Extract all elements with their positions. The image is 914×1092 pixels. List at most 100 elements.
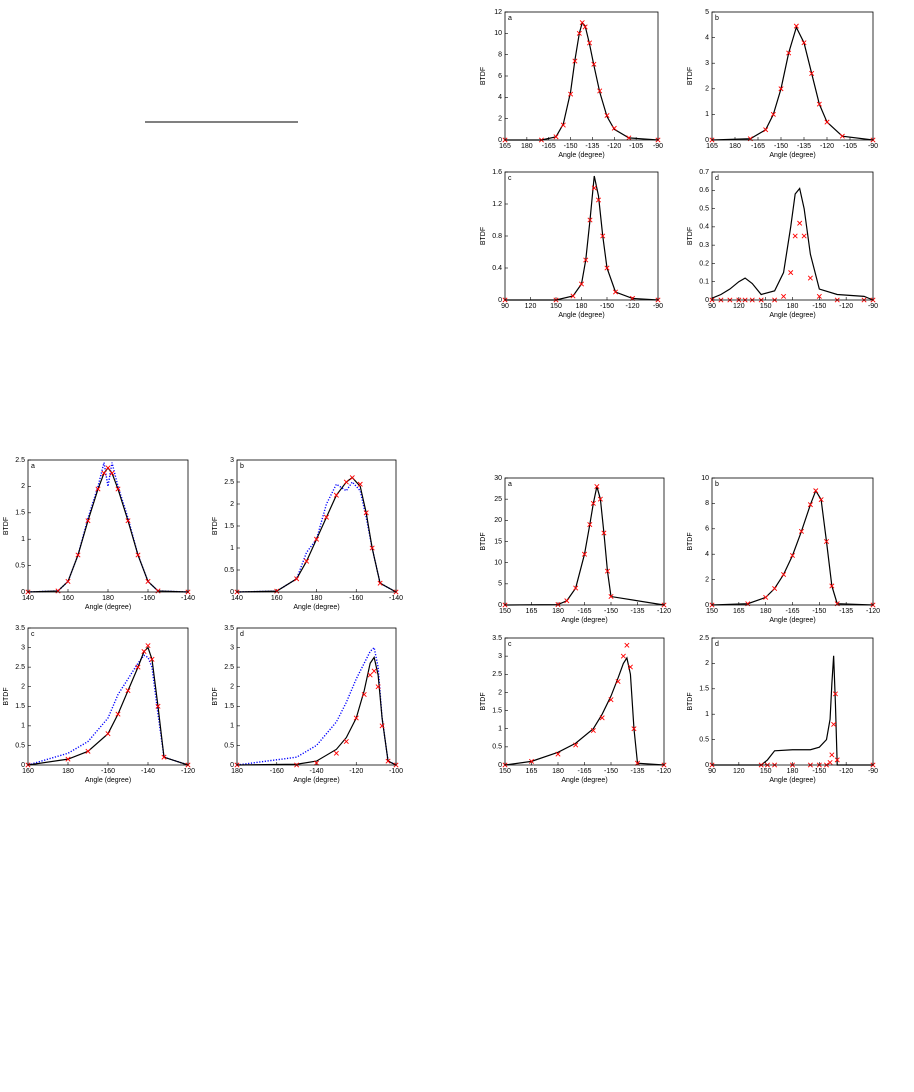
- data-point: [597, 496, 603, 502]
- x-tick-label: -135: [630, 768, 644, 775]
- y-tick-label: 5: [498, 581, 502, 588]
- data-point: [385, 758, 391, 764]
- panel-label: c: [508, 175, 512, 182]
- data-point: [555, 602, 561, 608]
- y-tick-label: 10: [494, 30, 502, 37]
- plot-area: [237, 628, 396, 765]
- y-tick-label: 2.5: [224, 664, 234, 671]
- data-point: [357, 481, 363, 487]
- data-point: [145, 643, 151, 649]
- y-tick-label: 15: [494, 538, 502, 545]
- x-tick-label: 160: [271, 595, 283, 602]
- y-tick-label: 0.2: [699, 260, 709, 267]
- y-tick-label: 0: [705, 297, 709, 304]
- x-tick-label: 90: [708, 303, 716, 310]
- x-tick-label: -150: [812, 768, 826, 775]
- x-tick-label: 120: [733, 303, 745, 310]
- data-point: [788, 270, 794, 276]
- y-tick-label: 0.7: [699, 169, 709, 176]
- y-axis-label: BTDF: [480, 692, 487, 710]
- data-point: [149, 656, 155, 662]
- plot-area: [712, 478, 873, 605]
- y-tick-label: 0: [498, 762, 502, 769]
- data-point: [343, 738, 349, 745]
- data-point: [333, 750, 339, 756]
- data-point: [626, 135, 632, 141]
- data-point: [101, 470, 107, 476]
- data-point: [816, 101, 822, 107]
- x-tick-label: -150: [564, 143, 578, 150]
- y-tick-label: 1.5: [224, 703, 234, 710]
- data-point: [813, 488, 819, 494]
- panel-label: c: [508, 641, 512, 648]
- data-point: [818, 497, 824, 503]
- data-point: [781, 293, 787, 299]
- x-axis-label: Angle (degree): [769, 777, 815, 784]
- x-axis-label: Angle (degree): [293, 777, 339, 784]
- plot-area: [505, 478, 664, 605]
- data-point: [371, 668, 377, 674]
- data-point: [135, 552, 141, 558]
- y-tick-label: 2: [498, 116, 502, 123]
- data-point: [573, 742, 579, 748]
- data-point: [604, 265, 610, 271]
- data-point: [578, 281, 585, 287]
- y-tick-label: 0: [498, 297, 502, 304]
- x-tick-label: -140: [389, 595, 403, 602]
- y-tick-label: 1: [498, 726, 502, 733]
- x-tick-label: 140: [22, 595, 34, 602]
- data-point: [763, 127, 769, 133]
- y-tick-label: 12: [494, 9, 502, 16]
- x-axis-label: Angle (degree): [558, 312, 604, 319]
- data-point: [582, 24, 588, 30]
- axes-frame: [27, 627, 189, 766]
- data-point: [65, 578, 71, 584]
- data-point: [573, 585, 579, 591]
- data-point: [807, 275, 813, 281]
- y-tick-label: 0.5: [224, 742, 234, 749]
- y-axis-label: BTDF: [687, 692, 694, 710]
- data-point: [781, 572, 787, 578]
- y-axis-label: BTDF: [212, 687, 219, 705]
- y-tick-label: 0.5: [224, 567, 234, 574]
- x-tick-label: -160: [349, 595, 363, 602]
- data-point: [572, 58, 578, 64]
- data-point: [624, 642, 630, 648]
- y-axis-label: BTDF: [687, 227, 694, 245]
- y-tick-label: 0: [230, 762, 234, 769]
- y-tick-label: 2.5: [224, 479, 234, 486]
- y-tick-label: 30: [494, 475, 502, 482]
- data-point: [313, 536, 320, 542]
- data-point: [560, 122, 566, 128]
- data-point: [604, 112, 610, 118]
- data-point: [581, 551, 588, 557]
- axes-frame: [236, 459, 397, 593]
- x-tick-label: -165: [542, 143, 556, 150]
- x-tick-label: -150: [774, 143, 788, 150]
- y-tick-label: 2: [21, 684, 25, 691]
- y-tick-label: 2.5: [699, 635, 709, 642]
- x-tick-label: -150: [604, 768, 618, 775]
- y-tick-label: 0.1: [699, 279, 709, 286]
- x-tick-label: -120: [349, 768, 363, 775]
- y-axis-label: BTDF: [687, 67, 694, 85]
- x-tick-label: 140: [231, 595, 243, 602]
- y-tick-label: 0.5: [699, 205, 709, 212]
- y-tick-label: 1: [230, 545, 234, 552]
- x-tick-label: 90: [501, 303, 509, 310]
- y-tick-label: 25: [494, 496, 502, 503]
- y-tick-label: 3.5: [15, 625, 25, 632]
- data-point: [576, 30, 582, 36]
- x-tick-label: -120: [607, 143, 621, 150]
- y-tick-label: 2: [21, 483, 25, 490]
- data-point: [141, 648, 147, 655]
- y-tick-label: 2: [498, 689, 502, 696]
- data-point: [763, 594, 769, 600]
- x-tick-label: -120: [839, 768, 853, 775]
- data-point: [85, 518, 91, 524]
- data-point: [367, 672, 373, 678]
- data-point: [824, 119, 830, 125]
- y-tick-label: 1.5: [699, 686, 709, 693]
- x-tick-label: 90: [708, 768, 716, 775]
- data-point: [135, 664, 141, 670]
